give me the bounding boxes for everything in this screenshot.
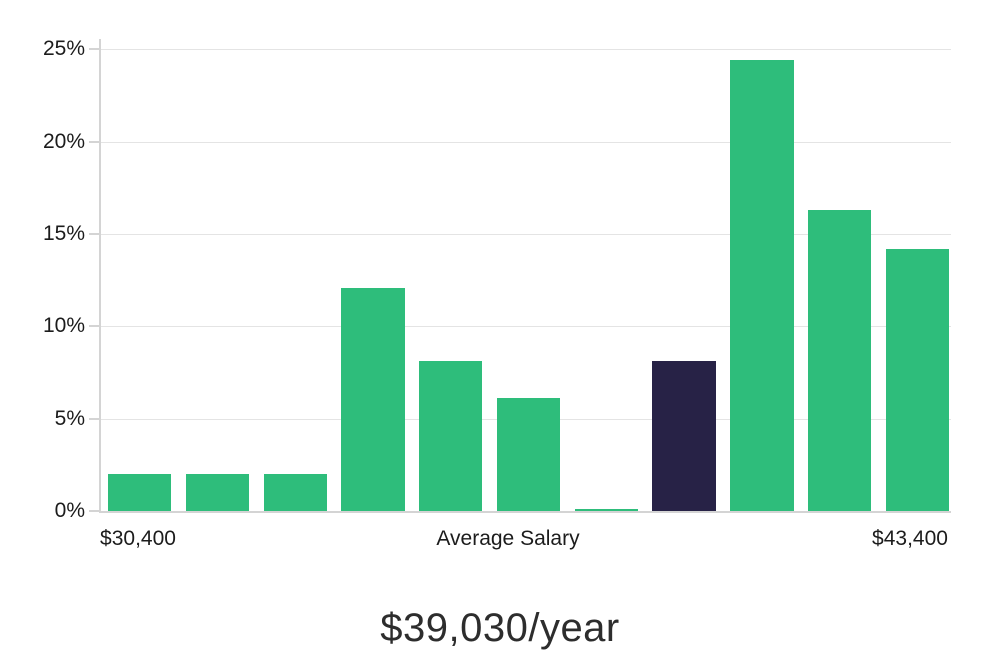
x-axis-label: $43,400 — [872, 527, 948, 550]
bar[interactable] — [885, 248, 950, 511]
bar[interactable] — [807, 209, 872, 511]
bar[interactable] — [185, 474, 250, 511]
y-axis-tick-label: 10% — [42, 314, 85, 338]
bar[interactable] — [496, 398, 561, 511]
bar[interactable] — [730, 60, 794, 511]
y-axis-tick-label: 20% — [42, 129, 85, 153]
y-axis-tick-label: 5% — [54, 406, 85, 430]
x-axis-label: $30,400 — [100, 527, 176, 550]
gridline-15 — [101, 233, 951, 235]
bar[interactable] — [341, 287, 405, 511]
bar[interactable] — [419, 361, 483, 511]
y-axis-tick-mark — [89, 325, 99, 328]
gridline-25 — [101, 49, 951, 51]
y-axis-tick-label: 0% — [54, 499, 85, 522]
x-axis-label: Average Salary — [436, 527, 580, 550]
y-axis-tick-mark — [89, 510, 99, 512]
plot-area — [99, 39, 951, 513]
gridline-20 — [101, 141, 951, 143]
gridline-10 — [101, 326, 951, 328]
bar[interactable] — [263, 474, 327, 511]
y-axis-tick-label: 15% — [42, 221, 85, 245]
y-axis-tick-mark — [89, 140, 99, 143]
y-axis-tick-label: 25% — [42, 37, 85, 61]
bar-highlighted[interactable] — [652, 361, 716, 511]
y-axis-tick-mark — [89, 232, 99, 235]
y-axis-tick-mark — [89, 417, 99, 420]
average-salary-title: $39,030/year — [380, 606, 620, 650]
y-axis-tick-mark — [89, 48, 99, 51]
bar[interactable] — [108, 474, 172, 511]
bar[interactable] — [574, 509, 638, 511]
